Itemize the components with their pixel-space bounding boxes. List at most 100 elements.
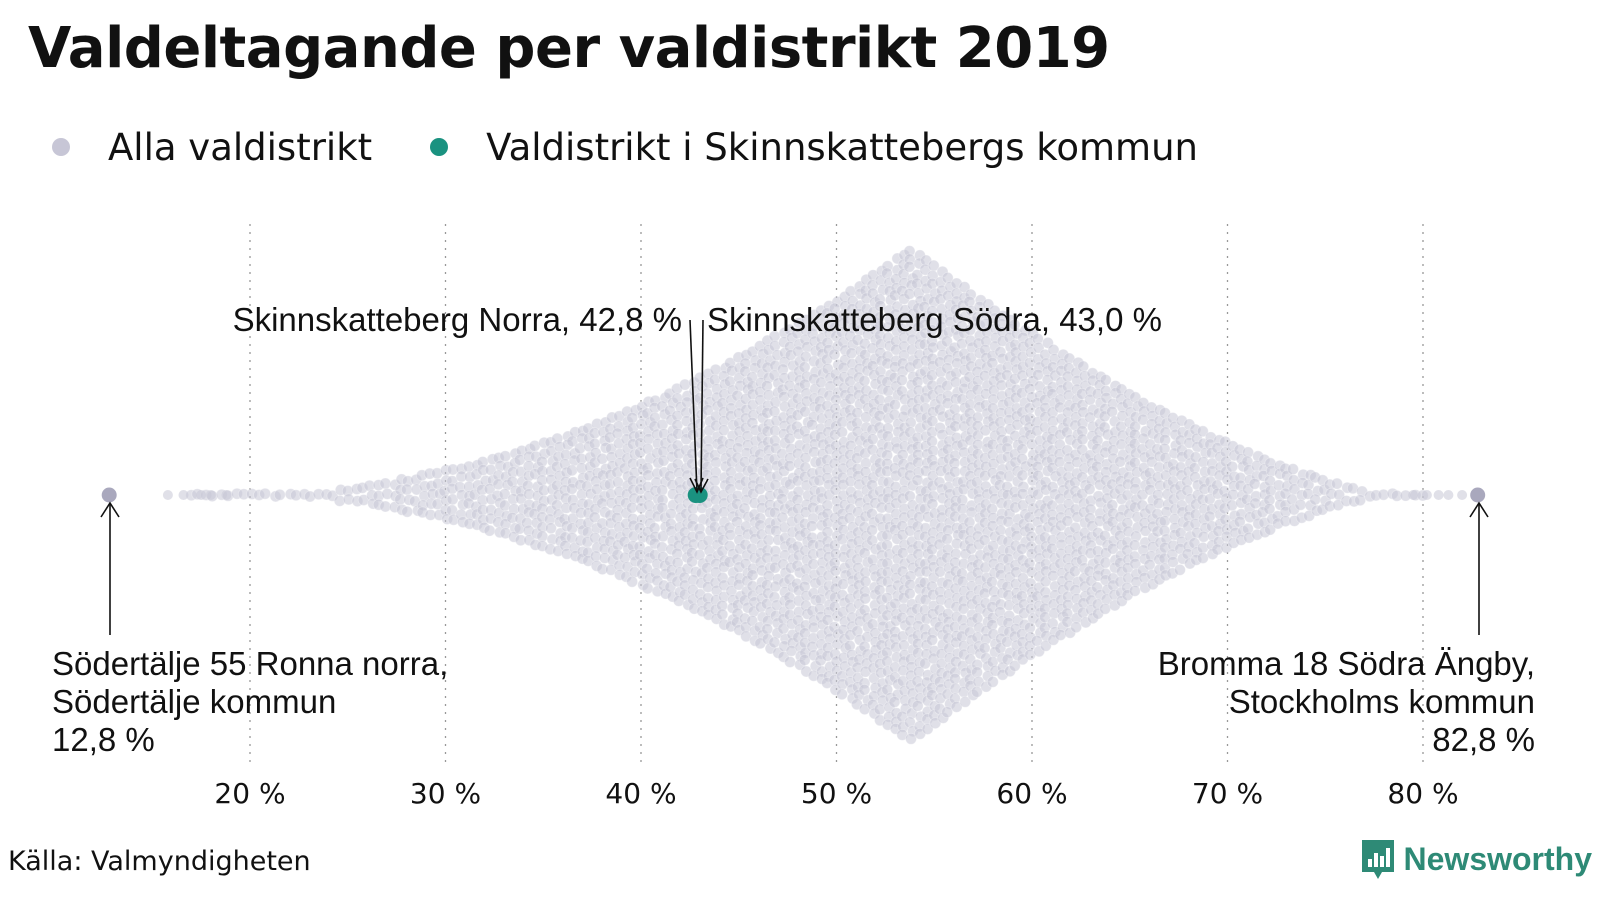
swarm-dot (1137, 413, 1149, 426)
source-note: Källa: Valmyndigheten (8, 846, 311, 877)
legend-label-all: Alla valdistrikt (108, 125, 373, 169)
swarm-dot (1309, 493, 1322, 506)
x-tick-label-20: 20 % (214, 777, 285, 810)
swarm-dot (1174, 564, 1186, 576)
swarm-dot (888, 696, 901, 708)
swarm-dot (866, 433, 879, 446)
swarm-dot (986, 676, 999, 688)
label-skinnskatteberg-norra: Skinnskatteberg Norra, 42,8 % (233, 301, 682, 338)
swarm-dot (858, 683, 871, 696)
label-max-line1: Bromma 18 Södra Ängby, (1158, 645, 1535, 682)
swarm-dot (1421, 490, 1432, 500)
swarm-dot (588, 511, 601, 524)
swarm-dot (566, 464, 578, 477)
swarm-dot (1443, 490, 1454, 500)
swarm-dot (1106, 405, 1118, 418)
swarm-dot (708, 474, 721, 487)
swarm-dot (1070, 621, 1082, 634)
swarm-dot (978, 642, 991, 655)
swarm-dot (978, 534, 991, 547)
swarm-dot (1196, 425, 1209, 438)
swarm-dots (162, 245, 1468, 745)
swarm-dot (379, 477, 392, 490)
swarm-dot (1264, 523, 1276, 536)
swarm-dot (896, 374, 908, 387)
swarm-dot (829, 483, 842, 496)
swarm-dot (799, 405, 811, 418)
swarm-dot (626, 575, 638, 588)
swarm-dot (162, 490, 173, 500)
swarm-dot (761, 623, 774, 635)
swarm-dot (1032, 368, 1044, 381)
swarm-dot (1287, 463, 1299, 476)
swarm-dot (1248, 477, 1261, 490)
swarm-dot (949, 465, 961, 478)
swarm-dot (903, 587, 916, 600)
x-axis-ticks: 20 % 30 % 40 % 50 % 60 % 70 % 80 % (214, 777, 1458, 810)
swarm-dot (483, 524, 496, 537)
legend: Alla valdistrikt Valdistrikt i Skinnskat… (52, 122, 1256, 172)
swarm-dot (1128, 539, 1141, 552)
swarm-dot (1061, 515, 1074, 527)
x-tick-label-30: 30 % (410, 777, 481, 810)
swarm-dot (1032, 341, 1045, 354)
x-tick-label-70: 70 % (1192, 777, 1263, 810)
swarm-dot (1031, 488, 1044, 501)
legend-dot-highlight-icon (430, 138, 449, 156)
arrow-head-max (1469, 501, 1489, 518)
swarm-dot (196, 490, 207, 500)
swarm-dot (686, 555, 698, 568)
swarm-dot (941, 706, 953, 718)
swarm-dot (905, 732, 917, 745)
x-tick-label-40: 40 % (605, 777, 676, 810)
swarm-dot (994, 524, 1007, 537)
swarm-dot (1084, 393, 1096, 406)
swarm-dot (1143, 558, 1156, 571)
label-min-line1: Södertälje 55 Ronna norra, (52, 645, 448, 682)
swarm-dot (1408, 490, 1419, 500)
swarm-dot (221, 490, 232, 500)
legend-item-highlight: Valdistrikt i Skinnskattebergs kommun (430, 126, 1198, 169)
label-skinnskatteberg-sodra: Skinnskatteberg Södra, 43,0 % (707, 301, 1162, 338)
brand-logo: Newsworthy (1360, 838, 1592, 880)
swarm-dot (1331, 477, 1343, 490)
chart-title: Valdeltagande per valdistrikt 2019 (28, 16, 1110, 81)
swarm-dot (1076, 433, 1089, 446)
annotation-arrows (100, 319, 1489, 635)
label-max-line2: Stockholms kommun (1229, 683, 1535, 720)
x-tick-label-80: 80 % (1387, 777, 1458, 810)
swarm-dot (1083, 483, 1096, 496)
swarm-dot (1099, 374, 1112, 386)
swarm-dot (921, 723, 934, 735)
swarm-dot (926, 634, 938, 646)
legend-dot-all-icon (52, 138, 70, 156)
label-max-line3: 82,8 % (1432, 721, 1535, 758)
swarm-dot (836, 426, 848, 439)
x-tick-label-50: 50 % (801, 777, 872, 810)
arrow-head-sodra (694, 478, 709, 494)
swarm-dot (986, 576, 998, 588)
swarm-dot (178, 490, 189, 500)
swarm-dot (724, 529, 737, 541)
brand-name: Newsworthy (1403, 840, 1592, 877)
swarm-dot (740, 630, 752, 643)
swarm-dot (717, 424, 730, 437)
swarm-dot (762, 534, 775, 546)
swarm-dot (971, 685, 983, 698)
swarm-dot (798, 654, 811, 666)
swarm-dot (498, 488, 511, 501)
legend-label-highlight: Valdistrikt i Skinnskattebergs kommun (486, 125, 1198, 169)
swarm-dot (746, 569, 759, 581)
swarm-dot (1054, 629, 1067, 641)
arrow-head-min (100, 501, 120, 518)
swarm-dot (859, 592, 872, 605)
swarm-dot (1197, 552, 1209, 564)
swarm-dot (1001, 635, 1013, 648)
swarm-dot (971, 666, 983, 679)
swarm-dot (873, 703, 886, 716)
swarm-dot (941, 335, 953, 348)
swarm-dot (1077, 360, 1090, 373)
newsworthy-logo-icon (1361, 840, 1394, 879)
swarm-dot (1001, 653, 1014, 666)
